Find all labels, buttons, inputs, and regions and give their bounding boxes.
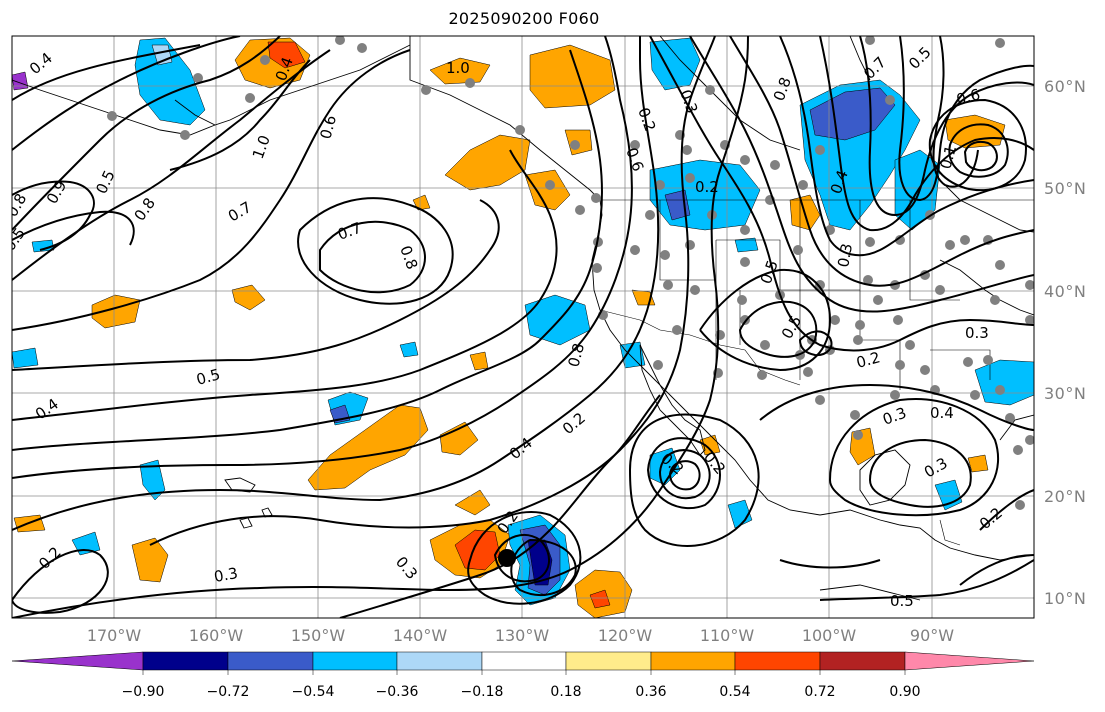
lon-label-120w: 120°W (597, 626, 653, 645)
plot-area: 0.4 0.5 0.8 0.9 0.5 0.7 0.7 0.8 1.0 0.6 … (12, 36, 1034, 618)
lat-label-20n: 20°N (1044, 487, 1087, 506)
lon-label-170w: 170°W (86, 626, 142, 645)
contour-label: 0.5 (890, 592, 914, 610)
contour-label: 0.3 (213, 564, 240, 586)
lon-label-130w: 130°W (494, 626, 550, 645)
contour-label: 0.3 (965, 324, 989, 342)
contour-label: 0.3 (834, 242, 856, 269)
colorbar-tick-label: −0.54 (291, 684, 335, 700)
contour-lines (12, 36, 1034, 618)
lon-label-100w: 100°W (801, 626, 857, 645)
plot-frame (11, 35, 1035, 619)
lat-label-30n: 30°N (1044, 384, 1087, 403)
lat-label-50n: 50°N (1044, 179, 1087, 198)
colorbar-tick-label: −0.90 (121, 684, 165, 700)
positive-anomaly-shading (13, 37, 1006, 618)
storm-center (498, 549, 516, 567)
lon-label-110w: 110°W (699, 626, 755, 645)
colorbar-tick-label: 0.36 (635, 684, 667, 700)
colorbar-tick-label: −0.18 (460, 684, 504, 700)
lat-label-60n: 60°N (1044, 77, 1087, 96)
colorbar-tick-label: 0.72 (804, 684, 836, 700)
contour-label: 0.5 (194, 365, 222, 389)
colorbar-tick-label: 0.18 (550, 684, 582, 700)
contour-label: 0.6 (316, 113, 340, 141)
contour-label: 0.2 (695, 178, 719, 196)
colorbar-low-extend (11, 651, 144, 671)
lat-label-10n: 10°N (1044, 589, 1087, 608)
map-title: 2025090200 F060 (448, 9, 600, 28)
colorbar-tick-label: −0.72 (206, 684, 250, 700)
observation-stations (107, 36, 1034, 510)
colorbar-tick-label: 0.54 (719, 684, 751, 700)
lon-label-140w: 140°W (392, 626, 448, 645)
contour-label: 0.6 (954, 85, 982, 109)
contour-label: 0.1 (936, 143, 960, 171)
lat-lon-grid (12, 36, 1034, 618)
lon-label-90w: 90°W (909, 626, 955, 645)
lat-label-40n: 40°N (1044, 282, 1087, 301)
contour-label: 0.4 (930, 404, 954, 422)
colorbar-tick-label: −0.36 (375, 684, 419, 700)
contour-label: 0.8 (564, 341, 588, 369)
colorbar-tick-label: 0.90 (889, 684, 921, 700)
contour-label: 0.2 (854, 348, 882, 372)
colorbar (11, 651, 1035, 675)
contour-label: 1.0 (446, 59, 470, 77)
lon-label-150w: 150°W (290, 626, 346, 645)
lon-label-160w: 160°W (188, 626, 244, 645)
colorbar-high-extend (904, 651, 1035, 671)
